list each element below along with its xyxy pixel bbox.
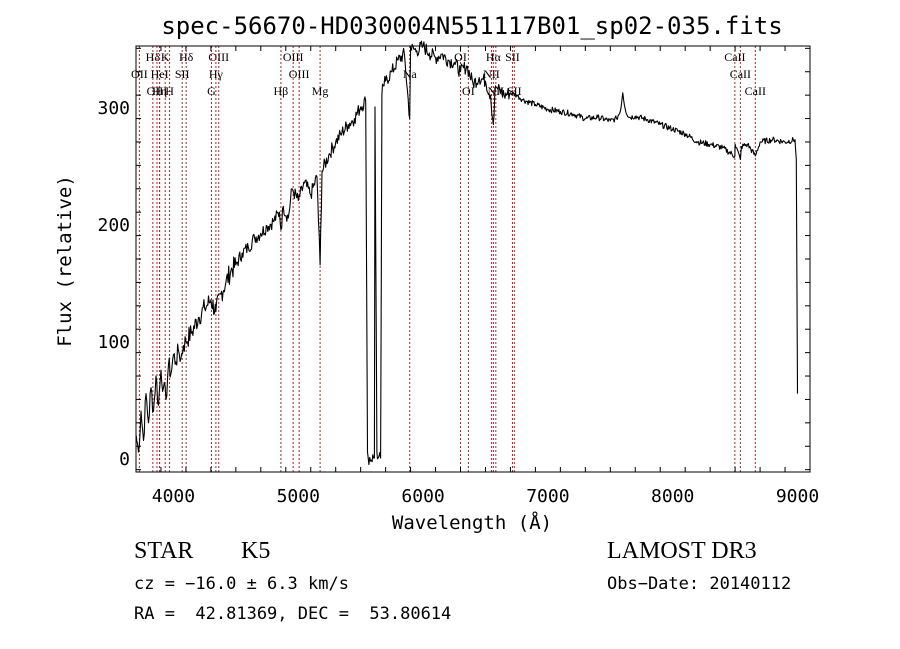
reference-line-label: NII <box>483 67 500 81</box>
reference-line-label: CaII <box>730 67 751 81</box>
spectrum-line <box>135 40 799 466</box>
reference-line-label: OIII <box>208 50 229 64</box>
observation-date: Obs−Date: 20140112 <box>607 574 792 594</box>
x-tick-label: 6000 <box>401 486 444 507</box>
reference-line-label: OIII <box>283 50 304 64</box>
reference-line-label: SII <box>505 50 520 64</box>
x-tick-label: 9000 <box>776 486 819 507</box>
tick-labels: 4000 5000 6000 7000 8000 9000 0 100 200 300 <box>97 98 819 507</box>
reference-line-label: Hη <box>152 84 167 98</box>
reference-line-label: OIII <box>289 67 310 81</box>
reference-line-label: Hβ <box>274 84 289 98</box>
survey-name: LAMOST DR3 <box>607 538 757 564</box>
y-tick-label: 100 <box>97 332 130 353</box>
x-tick-label: 7000 <box>526 486 569 507</box>
reference-line-label: OII <box>131 67 148 81</box>
reference-line-label: Hα <box>486 50 502 64</box>
y-tick-label: 200 <box>97 215 130 236</box>
reference-line-label: Hδ <box>179 50 194 64</box>
redshift-cz: cz = −16.0 ± 6.3 km/s <box>134 574 349 594</box>
reference-line-label: NII <box>488 84 505 98</box>
reference-line-label: OI <box>462 84 475 98</box>
object-class: STAR <box>134 538 194 564</box>
x-tick-label: 5000 <box>277 486 320 507</box>
object-subclass: K5 <box>241 538 271 564</box>
y-axis-label: Flux (relative) <box>54 175 76 347</box>
y-tick-label: 300 <box>97 98 130 119</box>
chart-title: spec-56670-HD030004N551117B01_sp02-035.f… <box>161 12 782 40</box>
y-tick-label: 0 <box>119 449 130 470</box>
plot-frame <box>135 45 811 473</box>
coordinates: RA = 42.81369, DEC = 53.80614 <box>134 604 452 624</box>
reference-line-label: G <box>207 84 216 98</box>
reference-line-label: H <box>165 84 174 98</box>
reference-line-label: CaII <box>745 84 766 98</box>
reference-line-label: OIII <box>147 84 168 98</box>
reference-line-label: K <box>161 50 170 64</box>
reference-line-label: Mg <box>312 84 329 98</box>
x-axis-label: Wavelength (Å) <box>392 511 552 534</box>
x-tick-label: 8000 <box>651 486 694 507</box>
reference-line-label: Hδ <box>146 50 161 64</box>
reference-line-label: CaII <box>724 50 745 64</box>
x-tick-label: 4000 <box>152 486 195 507</box>
axis-ticks <box>135 46 811 472</box>
reference-line-label: Hγ <box>209 67 224 81</box>
reference-line-label: SII <box>175 67 190 81</box>
